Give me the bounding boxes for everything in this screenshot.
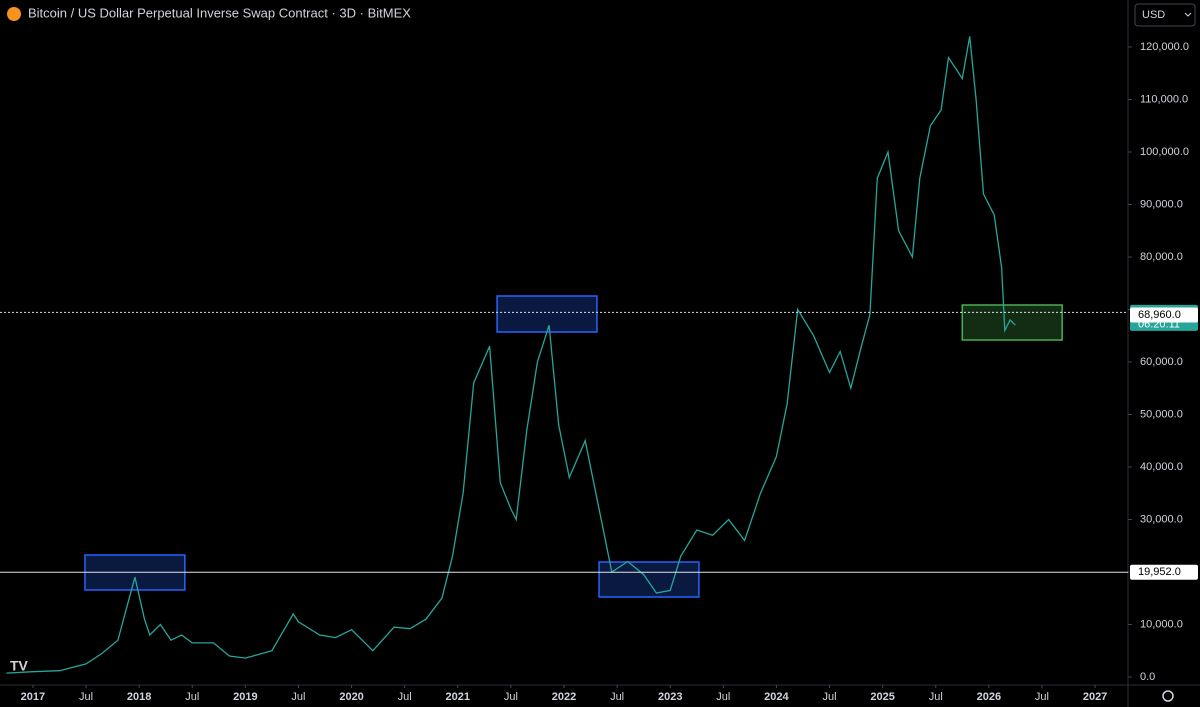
x-tick-label: Jul: [79, 691, 93, 703]
x-tick-label: Jul: [716, 691, 730, 703]
zone-box: [598, 561, 700, 598]
logo: TV: [10, 658, 29, 674]
y-tick-label: 100,000.0: [1140, 146, 1189, 158]
chart-title: Bitcoin / US Dollar Perpetual Inverse Sw…: [28, 5, 411, 20]
x-tick-label: 2022: [552, 691, 576, 703]
currency-label[interactable]: USD: [1142, 9, 1165, 21]
price-label-box: [1130, 564, 1198, 580]
x-tick-label: 2025: [870, 691, 894, 703]
x-tick-label: Jul: [610, 691, 624, 703]
x-tick-label: 2023: [658, 691, 682, 703]
y-tick-label: 0.0: [1140, 671, 1155, 683]
crosshair-label: 68,960.0: [1138, 309, 1181, 321]
crosshair-label-box: [1130, 307, 1198, 323]
bitcoin-icon: [7, 7, 21, 21]
y-tick-label: 40,000.0: [1140, 461, 1183, 473]
y-tick-label: 30,000.0: [1140, 513, 1183, 525]
price-label: 19,952.0: [1138, 566, 1181, 578]
x-tick-label: 2018: [127, 691, 151, 703]
x-tick-label: 2027: [1083, 691, 1107, 703]
x-tick-label: Jul: [1035, 691, 1049, 703]
dropdown-arrow: [1184, 12, 1192, 17]
currency-selector[interactable]: [1134, 3, 1196, 27]
x-tick-label: Jul: [504, 691, 518, 703]
x-tick-label: 2017: [21, 691, 45, 703]
x-tick-label: Jul: [823, 691, 837, 703]
price-line: [6, 36, 1016, 674]
x-tick-label: Jul: [929, 691, 943, 703]
x-tick-label: 2026: [977, 691, 1001, 703]
y-tick-label: 50,000.0: [1140, 408, 1183, 420]
x-tick-label: Jul: [398, 691, 412, 703]
y-tick-label: 60,000.0: [1140, 356, 1183, 368]
x-tick-label: 2020: [339, 691, 363, 703]
y-tick-label: 10,000.0: [1140, 618, 1183, 630]
y-tick-label: 120,000.0: [1140, 41, 1189, 53]
x-tick-label: Jul: [291, 691, 305, 703]
y-tick-label: 110,000.0: [1140, 93, 1188, 105]
zone-box: [496, 295, 598, 333]
x-tick-label: Jul: [185, 691, 199, 703]
x-tick-label: 2021: [446, 691, 470, 703]
x-tick-label: 2019: [233, 691, 257, 703]
y-tick-label: 90,000.0: [1140, 198, 1183, 210]
settings-button[interactable]: [1162, 690, 1174, 702]
zone-box: [961, 304, 1063, 341]
x-tick-label: 2024: [764, 691, 789, 703]
y-tick-label: 80,000.0: [1140, 251, 1183, 263]
